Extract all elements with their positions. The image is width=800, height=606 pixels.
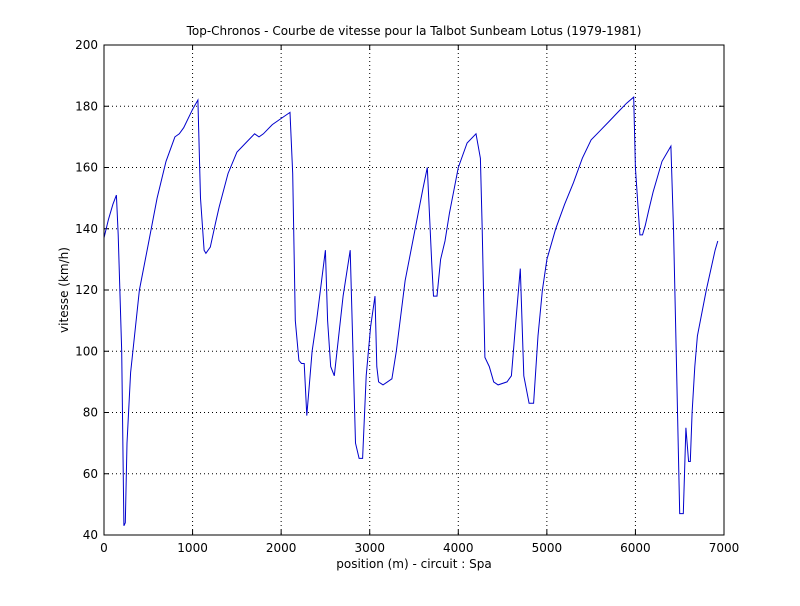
y-tick-label: 60	[83, 467, 98, 481]
series-layer	[103, 96, 719, 527]
grid-lines	[104, 45, 724, 535]
plot-area-frame	[103, 44, 725, 536]
y-tick-label: 160	[75, 161, 98, 175]
y-tick-label: 120	[75, 283, 98, 297]
x-axis-label: position (m) - circuit : Spa	[336, 557, 491, 571]
series-line-0	[103, 96, 719, 527]
x-tick-label: 7000	[709, 541, 740, 555]
x-tick-label: 4000	[443, 541, 474, 555]
y-tick-label: 140	[75, 222, 98, 236]
x-tick-label: 0	[100, 541, 108, 555]
y-tick-label: 80	[83, 406, 98, 420]
y-tick-label: 40	[83, 528, 98, 542]
x-tick-labels: 0 1000 2000 3000 4000 5000 6000 7000	[100, 541, 739, 555]
x-tick-label: 1000	[177, 541, 208, 555]
y-tick-labels: 40 60 80 100 120 140 160 180 200	[75, 38, 98, 542]
y-axis-label: vitesse (km/h)	[57, 247, 71, 333]
x-tick-label: 2000	[266, 541, 297, 555]
y-tick-label: 100	[75, 344, 98, 358]
y-tick-label: 200	[75, 38, 98, 52]
chart-title: Top-Chronos - Courbe de vitesse pour la …	[186, 24, 642, 38]
y-tick-label: 180	[75, 99, 98, 113]
x-tick-label: 5000	[532, 541, 563, 555]
x-tick-label: 6000	[620, 541, 651, 555]
x-tick-label: 3000	[354, 541, 385, 555]
